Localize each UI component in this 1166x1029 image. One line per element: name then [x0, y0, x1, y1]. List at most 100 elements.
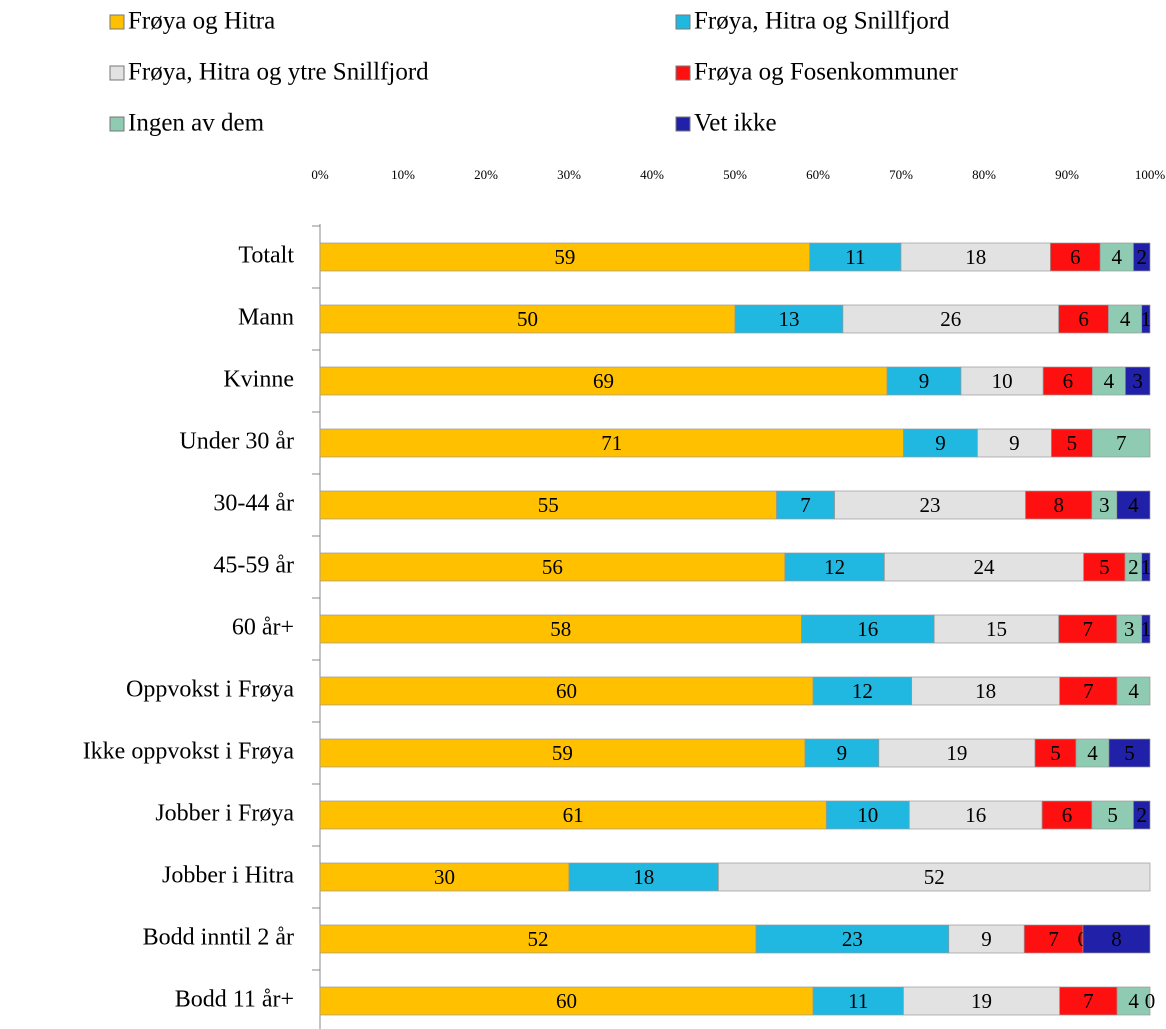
legend-swatch [109, 65, 125, 81]
bar-segment [568, 862, 719, 892]
bar-segment [319, 428, 904, 458]
category-label: Jobber i Hitra [162, 863, 294, 889]
bar-segment [1141, 304, 1151, 334]
legend-label: Frøya og Fosenkommuner [694, 59, 959, 86]
bar-segment [1092, 366, 1126, 396]
category-label: 30-44 år [213, 491, 294, 517]
category-label: Mann [238, 305, 294, 331]
bar-segment [1108, 738, 1151, 768]
value-label: 10 [857, 803, 878, 827]
bar-segment [319, 490, 777, 520]
bar-segment [1025, 490, 1093, 520]
bar-segment [903, 986, 1060, 1016]
value-label: 4 [1128, 493, 1139, 517]
value-label: 6 [1078, 307, 1089, 331]
value-label: 9 [919, 369, 930, 393]
x-tick-label: 40% [640, 167, 664, 182]
bar-segment [1059, 676, 1118, 706]
bar-segment [734, 304, 844, 334]
value-label: 16 [857, 617, 878, 641]
bar-segment [908, 800, 1043, 830]
value-label: 71 [601, 431, 622, 455]
value-label: 8 [1053, 493, 1064, 517]
bar-segment [1050, 242, 1101, 272]
value-label: 18 [633, 865, 654, 889]
bar-segment [886, 366, 962, 396]
bar-segment [319, 242, 811, 272]
value-label: 23 [920, 493, 941, 517]
bar-segment [903, 428, 978, 458]
value-label: 0 [1145, 989, 1156, 1013]
bar-segment [319, 924, 757, 954]
value-label: 60 [556, 989, 577, 1013]
bar-segment [755, 924, 950, 954]
legend-label: Ingen av dem [128, 110, 265, 137]
category-label: Jobber i Frøya [155, 801, 294, 827]
value-label: 55 [538, 493, 559, 517]
x-tick-label: 10% [391, 167, 415, 182]
value-label: 59 [554, 245, 575, 269]
bar-segment [1133, 800, 1151, 830]
bar-segment [1116, 490, 1151, 520]
category-label: Oppvokst i Frøya [126, 677, 294, 703]
bar-segment [718, 862, 1151, 892]
value-label: 5 [1107, 803, 1118, 827]
value-label: 23 [842, 927, 863, 951]
value-label: 26 [940, 307, 961, 331]
value-label: 5 [1124, 741, 1135, 765]
bar-segment [1133, 242, 1151, 272]
bar-segment [1091, 800, 1134, 830]
value-label: 18 [975, 679, 996, 703]
bar-segment [1141, 552, 1151, 582]
x-tick-label: 70% [889, 167, 913, 182]
value-label: 52 [924, 865, 945, 889]
value-label: 5 [1067, 431, 1078, 455]
legend-swatch [675, 116, 691, 132]
bar-segment [1023, 924, 1084, 954]
value-label: 50 [517, 307, 538, 331]
value-label: 5 [1050, 741, 1061, 765]
x-tick-label: 20% [474, 167, 498, 182]
value-label: 16 [965, 803, 986, 827]
bar-segment [977, 428, 1052, 458]
value-label: 52 [527, 927, 548, 951]
value-label: 3 [1099, 493, 1110, 517]
value-label: 2 [1128, 555, 1139, 579]
bar-segment [804, 738, 880, 768]
legend-swatch [109, 116, 125, 132]
value-label: 69 [593, 369, 614, 393]
value-label: 7 [800, 493, 811, 517]
bar-segment [825, 800, 910, 830]
category-label: Bodd 11 år+ [175, 987, 294, 1013]
bar-segment [1108, 304, 1143, 334]
bar-segment [1082, 924, 1151, 954]
x-tick-label: 50% [723, 167, 747, 182]
value-label: 9 [837, 741, 848, 765]
bar-segment [1083, 552, 1126, 582]
value-label: 4 [1128, 679, 1139, 703]
bar-segment [834, 490, 1026, 520]
bar-segment [1116, 986, 1151, 1016]
value-label: 7 [1116, 431, 1127, 455]
value-label: 9 [1009, 431, 1020, 455]
value-label: 24 [974, 555, 996, 579]
bar-segment [1092, 428, 1151, 458]
value-label: 8 [1111, 927, 1122, 951]
bar-segment [809, 242, 902, 272]
bar-segment [812, 676, 913, 706]
legend-swatch [675, 65, 691, 81]
value-label: 4 [1120, 307, 1131, 331]
value-label: 11 [848, 989, 868, 1013]
value-label: 1 [1141, 617, 1152, 641]
bar-segment [1058, 304, 1109, 334]
x-tick-label: 80% [972, 167, 996, 182]
bar-segment [878, 738, 1036, 768]
bar-segment [1058, 614, 1118, 644]
category-label: Totalt [238, 243, 294, 269]
x-tick-label: 0% [311, 167, 329, 182]
value-label: 7 [1083, 617, 1094, 641]
value-label: 2 [1136, 245, 1147, 269]
value-label: 9 [935, 431, 946, 455]
value-label: 3 [1132, 369, 1143, 393]
